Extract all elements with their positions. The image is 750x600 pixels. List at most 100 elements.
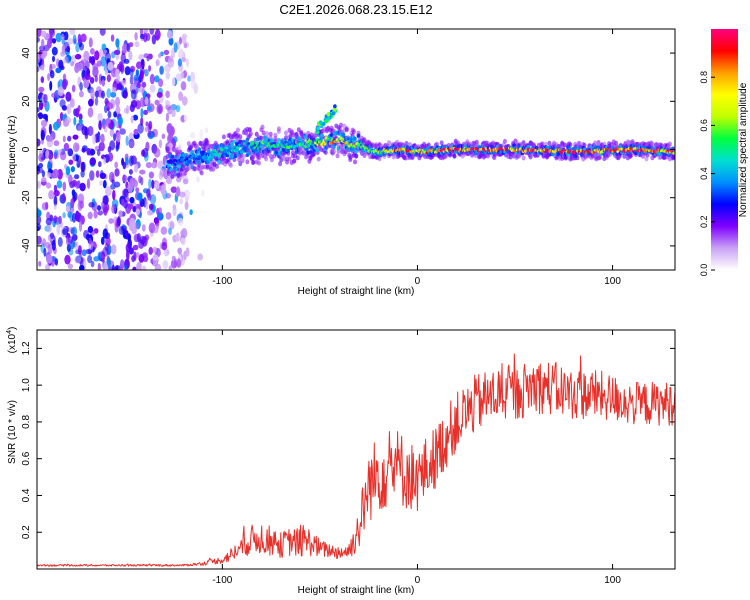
- noise-blob: [89, 157, 97, 166]
- ridge-halo-mark: [629, 152, 634, 158]
- noise-blob: [170, 126, 175, 136]
- noise-blob: [48, 153, 53, 160]
- noise-blob: [38, 86, 45, 93]
- noise-blob: [154, 181, 160, 190]
- noise-blob: [97, 210, 103, 216]
- noise-blob: [126, 104, 130, 115]
- noise-blob: [38, 260, 42, 267]
- noise-blob: [59, 99, 66, 108]
- noise-blob: [165, 212, 172, 220]
- noise-blob: [149, 29, 155, 35]
- noise-blob: [93, 209, 98, 219]
- noise-blob: [177, 58, 182, 67]
- ridge-halo-mark: [287, 156, 292, 162]
- noise-blob: [130, 180, 135, 190]
- ridge-halo-mark: [251, 160, 256, 165]
- noise-blob: [159, 65, 164, 75]
- noise-blob: [183, 250, 187, 261]
- noise-blob: [130, 115, 134, 124]
- noise-blob: [102, 180, 107, 189]
- noise-blob: [112, 189, 116, 201]
- noise-blob: [57, 237, 63, 247]
- noise-blob: [53, 204, 57, 210]
- spur-mark: [326, 112, 331, 117]
- snr-y-multiplier-base: (x10: [7, 333, 18, 353]
- ridge-halo-mark: [273, 132, 278, 138]
- noise-blob: [197, 253, 203, 261]
- noise-blob: [78, 125, 83, 132]
- noise-blob: [47, 73, 51, 81]
- noise-blob: [175, 233, 180, 242]
- noise-blob: [180, 230, 185, 237]
- noise-blob: [83, 78, 90, 89]
- noise-blob: [78, 118, 83, 125]
- noise-blob: [196, 176, 200, 183]
- ridge-halo-mark: [353, 159, 357, 165]
- colorbar-tick-label: 0.2: [699, 216, 709, 229]
- noise-blob: [67, 236, 74, 244]
- noise-blob: [56, 180, 63, 189]
- noise-blob: [118, 210, 123, 218]
- noise-blob: [106, 88, 111, 99]
- noise-blob: [47, 38, 52, 49]
- ridge-halo-mark: [521, 155, 526, 161]
- snr-x-tick-label: -100: [212, 575, 232, 586]
- noise-blob: [117, 82, 123, 90]
- noise-blob: [183, 42, 188, 49]
- noise-blob: [66, 103, 72, 115]
- ridge-body-mark: [190, 149, 195, 154]
- noise-blob: [53, 184, 58, 193]
- noise-blob: [142, 265, 146, 270]
- noise-blob: [135, 252, 140, 258]
- noise-blob: [147, 210, 154, 216]
- ridge-halo-mark: [292, 158, 297, 164]
- noise-blob: [142, 147, 149, 158]
- spectrogram-y-axis-label: Frequency (Hz): [7, 116, 18, 185]
- ridge-halo-mark: [404, 141, 409, 146]
- noise-blob: [123, 264, 128, 270]
- noise-blob: [122, 174, 128, 183]
- noise-blob: [67, 148, 74, 157]
- ridge-halo-mark: [323, 150, 328, 155]
- noise-blob: [139, 169, 146, 175]
- snr-y-tick-label: 0.8: [21, 415, 32, 429]
- snr-y-ticks: 0.2 0.4 0.6 0.8 1.0 1.2: [21, 341, 675, 539]
- ridge-halo-mark: [261, 130, 266, 136]
- noise-blob: [120, 80, 127, 86]
- noise-blob: [111, 204, 116, 214]
- noise-blob: [201, 189, 205, 197]
- noise-blob: [38, 153, 45, 163]
- ridge-halo-mark: [374, 143, 379, 149]
- ridge-halo-mark: [439, 140, 444, 146]
- noise-blob: [176, 186, 181, 197]
- noise-blob: [107, 152, 114, 162]
- noise-blob: [72, 34, 77, 45]
- noise-blob: [37, 53, 41, 64]
- noise-blob: [83, 50, 90, 62]
- ridge-core-mark: [204, 156, 209, 160]
- snr-y-multiplier-close: ): [7, 327, 18, 330]
- noise-blob: [115, 144, 119, 152]
- ridge-halo-mark: [339, 122, 343, 128]
- noise-blob: [190, 132, 196, 139]
- noise-blob: [78, 113, 83, 121]
- colorbar-ticks: 0.0 0.2 0.4 0.6 0.8: [699, 71, 715, 276]
- noise-blob: [119, 63, 125, 73]
- noise-blob: [38, 162, 44, 169]
- noise-blob: [52, 55, 55, 63]
- noise-blob: [136, 81, 141, 89]
- spectrogram-y-tick-label: 0: [21, 146, 32, 152]
- noise-blob: [158, 78, 164, 87]
- noise-blob: [51, 46, 58, 56]
- spur-mark: [331, 111, 336, 116]
- spectrogram-x-tick-label: 0: [415, 276, 421, 287]
- snr-series-line: [37, 353, 675, 567]
- ridge-halo-mark: [203, 146, 208, 152]
- ridge-halo-mark: [644, 156, 649, 162]
- noise-blob: [149, 73, 155, 85]
- ridge-halo-mark: [245, 159, 250, 165]
- noise-blob: [81, 249, 87, 257]
- ridge-halo-mark: [278, 161, 283, 167]
- noise-blob: [40, 129, 45, 141]
- noise-blob: [110, 91, 117, 98]
